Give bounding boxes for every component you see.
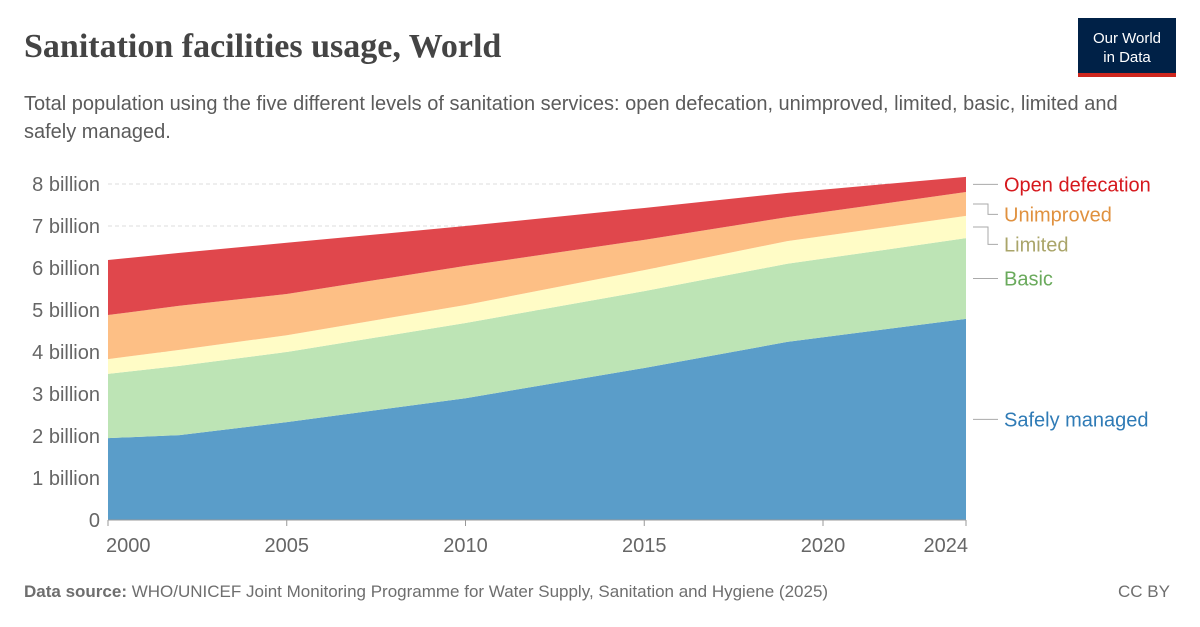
- subtitle-line: safely managed.: [24, 121, 171, 143]
- legend-label: Open defecation: [1004, 174, 1151, 196]
- area: [108, 238, 966, 439]
- x-tick-label: 2000: [106, 535, 151, 557]
- source-text: WHO/UNICEF Joint Monitoring Programme fo…: [132, 582, 828, 601]
- logo: Our World in Data: [1078, 18, 1176, 77]
- y-tick-label: 0: [89, 510, 100, 532]
- area: [108, 176, 966, 316]
- source-note: Data source: WHO/UNICEF Joint Monitoring…: [24, 582, 828, 601]
- y-tick-label: 5 billion: [32, 300, 100, 322]
- area: [108, 318, 966, 520]
- x-tick-label: 2020: [801, 535, 846, 557]
- area: [108, 191, 966, 360]
- y-tick-label: 4 billion: [32, 342, 100, 364]
- chart-subtitle: Total population using the five differen…: [24, 93, 1118, 143]
- subtitle-line: Total population using the five differen…: [24, 93, 1118, 115]
- y-tick-label: 3 billion: [32, 384, 100, 406]
- source-label: Data source:: [24, 582, 127, 601]
- x-tick-label: 2015: [622, 535, 667, 557]
- legend-label: Limited: [1004, 234, 1068, 256]
- license: CC BY: [1118, 582, 1170, 601]
- y-tick-label: 6 billion: [32, 258, 100, 280]
- y-tick-label: 2 billion: [32, 426, 100, 448]
- logo-text: in Data: [1103, 49, 1151, 66]
- area: [108, 215, 966, 374]
- x-tick-label: 2010: [443, 535, 488, 557]
- legend-label: Safely managed: [1004, 409, 1149, 431]
- logo-box: [1078, 18, 1176, 76]
- legend-connector: [973, 203, 998, 215]
- areas: [108, 176, 966, 520]
- x-tick-label: 2024: [924, 535, 969, 557]
- y-tick-label: 8 billion: [32, 174, 100, 196]
- legend-label: Unimproved: [1004, 204, 1112, 226]
- legend-label: Basic: [1004, 269, 1053, 291]
- y-tick-label: 1 billion: [32, 468, 100, 490]
- legend-connector: [973, 226, 998, 245]
- logo-stripe: [1078, 73, 1176, 77]
- chart-title: Sanitation facilities usage, World: [24, 28, 501, 65]
- x-tick-label: 2005: [265, 535, 310, 557]
- y-tick-label: 7 billion: [32, 216, 100, 238]
- logo-text: Our World: [1093, 30, 1161, 47]
